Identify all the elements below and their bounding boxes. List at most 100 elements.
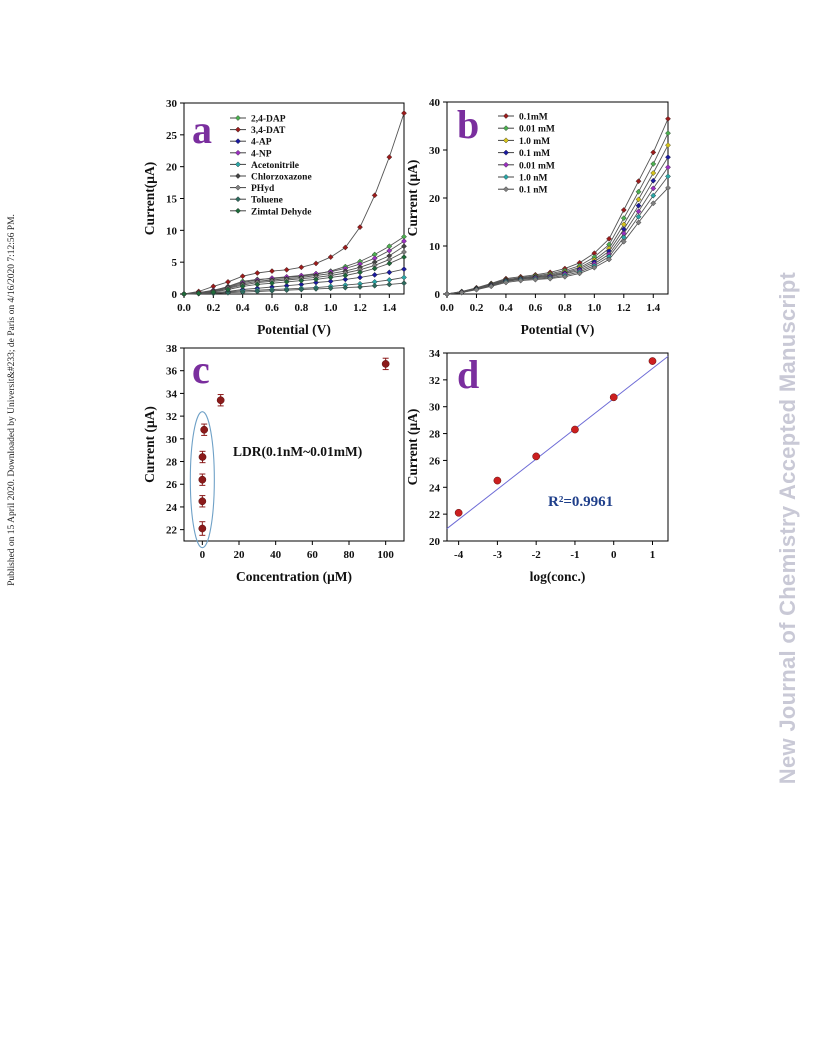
legend-marker — [235, 184, 241, 191]
data-point — [283, 279, 290, 285]
panel-letter: b — [457, 102, 479, 147]
data-point — [225, 289, 231, 296]
data-point — [454, 508, 463, 517]
data-point — [327, 274, 334, 281]
y-axis-title: Current (μA) — [142, 406, 157, 483]
x-tick-label: 40 — [270, 549, 282, 561]
data-point — [371, 265, 378, 272]
data-point — [381, 360, 390, 368]
y-tick-label: 32 — [429, 375, 441, 387]
data-point — [298, 277, 305, 284]
legend-marker — [503, 113, 509, 119]
legend-marker — [503, 149, 509, 156]
data-point — [609, 393, 618, 402]
x-tick-label: 0.4 — [236, 302, 250, 314]
chart-panel-b: 0.0 0.2 0.4 0.6 0.8 1.0 1.2 1.4 0 10 20 30 40 Potenti… — [405, 97, 671, 337]
y-axis: 0 10 20 30 40 — [429, 97, 447, 301]
series-line — [183, 256, 405, 295]
series-line — [183, 276, 405, 295]
data-point — [401, 249, 407, 255]
x-axis: 0.0 0.2 0.4 0.6 0.8 1.0 1.2 1.4 — [440, 294, 661, 314]
data-point — [239, 273, 246, 280]
data-point — [386, 154, 393, 160]
data-point — [401, 238, 407, 245]
x-tick-label: 0.4 — [499, 302, 513, 314]
data-point — [327, 285, 334, 292]
data-point — [665, 130, 671, 137]
legend-label: 0.01 mM — [519, 161, 555, 171]
x-tick-label: -2 — [532, 549, 542, 561]
data-point — [620, 238, 627, 245]
data-point — [620, 215, 627, 222]
data-point — [401, 243, 407, 250]
data-point — [665, 154, 671, 161]
data-point — [371, 272, 378, 278]
data-point — [488, 283, 495, 290]
x-tick-label: 1.2 — [617, 302, 631, 314]
y-tick-label: 0 — [172, 289, 178, 301]
panel-letter: d — [457, 352, 479, 397]
series-group — [444, 115, 671, 297]
data-point — [371, 282, 378, 289]
data-point — [650, 185, 657, 192]
data-point — [313, 260, 319, 267]
y-tick-label: 24 — [429, 482, 441, 494]
chart-panel-a: 0.0 0.2 0.4 0.6 0.8 1.0 1.2 1.4 0 5 10 15 20 25 30 Pote… — [142, 98, 407, 337]
data-point — [342, 276, 349, 283]
data-point — [269, 287, 275, 294]
data-point — [473, 286, 480, 293]
legend-marker — [503, 186, 509, 193]
y-axis: 0 5 10 15 20 25 30 — [166, 98, 184, 301]
data-point — [650, 200, 657, 207]
legend-label: 4-AP — [251, 138, 272, 148]
data-point — [386, 247, 393, 254]
data-point — [401, 280, 407, 287]
legend-label: Zimtal Dehyde — [251, 207, 311, 217]
data-point — [503, 279, 509, 286]
data-point — [517, 277, 524, 284]
data-point — [342, 272, 349, 279]
series-line — [446, 187, 669, 295]
data-point — [313, 286, 319, 292]
data-point — [665, 173, 671, 180]
data-point — [444, 291, 450, 297]
data-point — [195, 290, 202, 297]
x-tick-label: 1.0 — [587, 302, 601, 314]
x-axis-title: Potential (V) — [521, 322, 595, 337]
legend-marker — [503, 161, 509, 168]
data-point — [635, 196, 642, 203]
data-point — [635, 178, 642, 185]
data-point — [401, 266, 407, 273]
data-point — [216, 396, 225, 405]
legend-marker — [235, 149, 241, 156]
legend-label: 0.1 mM — [519, 149, 550, 159]
series-line — [446, 176, 669, 295]
data-point — [635, 208, 642, 215]
data-point — [665, 142, 671, 149]
data-point — [620, 207, 627, 213]
y-tick-label: 0 — [435, 289, 441, 301]
x-tick-label: 60 — [307, 549, 319, 561]
data-point — [665, 115, 671, 122]
data-point — [532, 276, 539, 283]
series-line — [446, 144, 669, 295]
data-point — [269, 268, 275, 274]
data-point — [606, 256, 612, 263]
data-point — [648, 357, 657, 365]
data-point — [298, 286, 305, 293]
y-tick-label: 30 — [166, 434, 178, 446]
data-point — [283, 287, 290, 294]
legend-label: 1.0 nM — [519, 174, 548, 184]
legend-marker — [503, 174, 509, 180]
points-group — [446, 355, 669, 529]
legend-marker — [235, 173, 241, 179]
data-point — [239, 289, 246, 295]
legend-label: Acetonitrile — [251, 161, 299, 171]
series-group — [181, 110, 407, 297]
y-tick-label: 20 — [429, 193, 441, 205]
chart-panel-c: 0 20 40 60 80 100 22 24 26 28 30 32 34 36 38 Concentrat… — [142, 343, 405, 584]
data-point — [386, 269, 393, 276]
data-point — [650, 161, 657, 167]
data-point — [225, 286, 231, 293]
data-point — [200, 425, 209, 434]
